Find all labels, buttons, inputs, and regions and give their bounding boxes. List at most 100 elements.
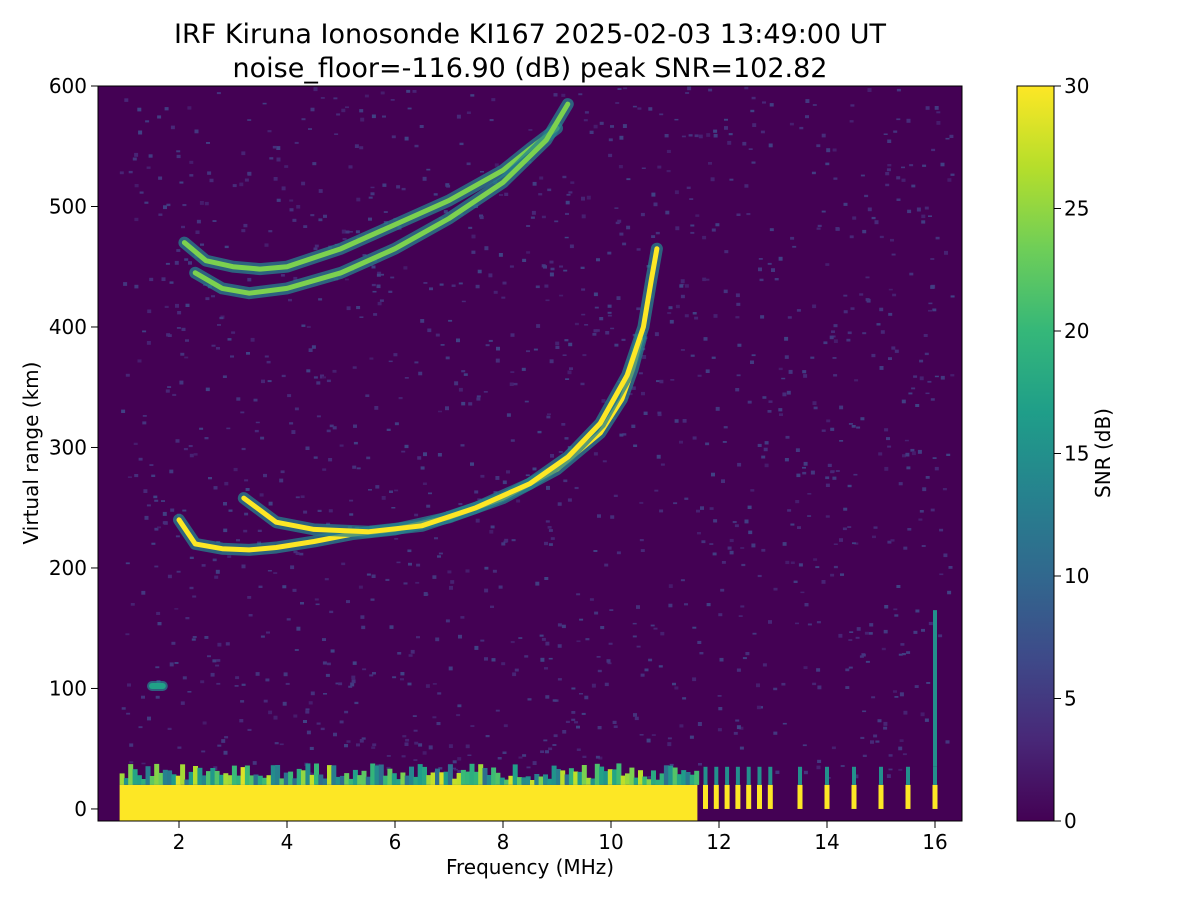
ground-band-fringe [577, 771, 583, 785]
noise-speckle [266, 631, 270, 634]
ground-band-fringe [646, 779, 652, 785]
noise-speckle [594, 611, 599, 615]
noise-speckle [326, 522, 331, 526]
noise-speckle [672, 682, 676, 686]
noise-speckle [524, 655, 529, 658]
noise-speckle [440, 344, 445, 346]
noise-speckle [659, 509, 664, 513]
noise-speckle [206, 142, 210, 144]
noise-speckle [460, 616, 465, 619]
noise-speckle [626, 178, 631, 181]
noise-speckle [466, 111, 471, 114]
noise-speckle [346, 306, 351, 311]
pulse-column [713, 784, 719, 809]
noise-speckle [554, 220, 559, 223]
noise-speckle [825, 515, 830, 518]
noise-speckle [200, 243, 204, 246]
noise-speckle [759, 706, 763, 709]
noise-speckle [640, 673, 645, 677]
noise-speckle [547, 413, 551, 415]
noise-speckle [485, 735, 490, 738]
noise-speckle [217, 744, 222, 747]
noise-speckle [689, 735, 694, 739]
noise-speckle [428, 745, 433, 750]
noise-speckle [234, 685, 239, 687]
noise-speckle [368, 489, 372, 491]
pulse-fringe [757, 766, 762, 785]
noise-speckle [738, 615, 743, 617]
noise-speckle [893, 130, 898, 133]
noise-speckle [935, 236, 940, 240]
noise-speckle [470, 94, 475, 97]
noise-speckle [571, 711, 576, 714]
noise-speckle [231, 331, 236, 334]
noise-speckle [522, 754, 527, 757]
noise-speckle [474, 490, 479, 494]
noise-speckle [823, 341, 828, 345]
noise-speckle [354, 144, 359, 148]
noise-speckle [518, 637, 523, 639]
noise-speckle [642, 355, 647, 359]
noise-speckle [708, 162, 712, 165]
ground-band-fringe [404, 775, 410, 785]
noise-speckle [750, 360, 754, 364]
noise-speckle [762, 396, 767, 399]
noise-speckle [548, 657, 553, 660]
noise-speckle [355, 230, 360, 234]
noise-speckle [323, 693, 327, 695]
ground-band-fringe [581, 765, 587, 785]
noise-speckle [292, 218, 297, 222]
noise-speckle [708, 88, 713, 92]
noise-speckle [918, 518, 923, 521]
noise-speckle [212, 220, 217, 222]
noise-speckle [674, 118, 679, 121]
ground-band-fringe [534, 774, 540, 785]
noise-speckle [750, 109, 755, 113]
ground-band-fringe [681, 770, 687, 785]
noise-speckle [125, 562, 130, 565]
noise-speckle [402, 735, 407, 738]
noise-speckle [723, 426, 728, 429]
noise-speckle [437, 453, 442, 457]
noise-speckle [182, 204, 187, 207]
noise-speckle [579, 618, 584, 621]
noise-speckle [735, 293, 740, 298]
noise-speckle [865, 298, 870, 302]
noise-speckle [653, 202, 658, 207]
noise-speckle [224, 245, 229, 249]
noise-speckle [934, 466, 939, 471]
ground-band-fringe [439, 772, 445, 785]
noise-speckle [509, 265, 514, 268]
noise-speckle [923, 334, 928, 337]
pulse-column [905, 784, 911, 809]
noise-speckle [535, 285, 540, 289]
noise-speckle [742, 657, 747, 660]
noise-speckle [847, 526, 852, 528]
noise-speckle [272, 145, 277, 149]
noise-speckle [773, 687, 778, 691]
noise-speckle [413, 759, 418, 761]
ground-band-fringe [508, 775, 514, 785]
ground-band-fringe [543, 774, 548, 785]
noise-speckle [739, 746, 744, 750]
noise-speckle [674, 686, 679, 690]
noise-speckle [199, 427, 204, 430]
noise-speckle [907, 209, 912, 214]
noise-speckle [628, 393, 633, 396]
noise-speckle [127, 476, 132, 478]
noise-speckle [422, 751, 427, 755]
noise-speckle [702, 235, 707, 240]
noise-speckle [356, 743, 360, 747]
noise-speckle [908, 392, 913, 395]
noise-speckle [227, 555, 232, 558]
noise-speckle [549, 359, 554, 364]
noise-speckle [553, 734, 558, 738]
noise-speckle [141, 590, 146, 595]
noise-speckle [326, 429, 331, 433]
noise-speckle [540, 750, 545, 753]
noise-speckle [651, 235, 656, 238]
noise-speckle [665, 210, 670, 215]
noise-speckle [183, 448, 188, 451]
noise-speckle [235, 676, 240, 680]
noise-speckle [667, 737, 672, 740]
